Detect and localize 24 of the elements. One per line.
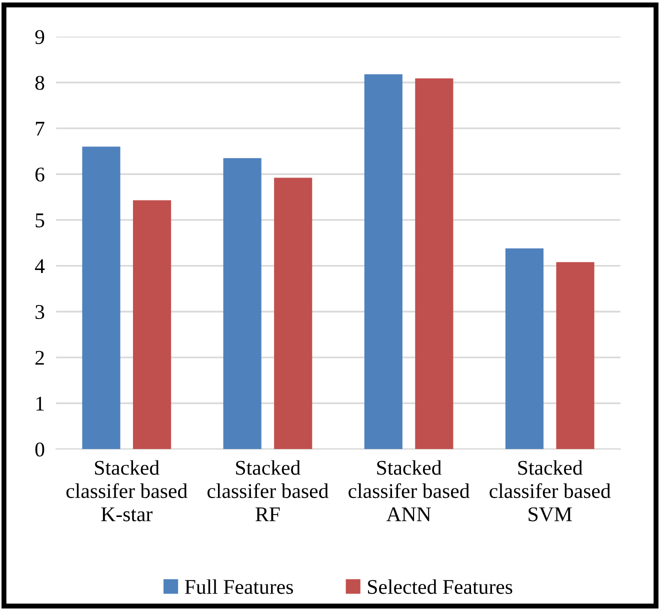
y-tick-label: 7: [36, 122, 44, 136]
x-tick-label: Stacked classifer based ANN: [348, 460, 470, 522]
bar: [364, 74, 402, 450]
x-tick-label: Stacked classifer based K-star: [66, 460, 188, 522]
y-tick-label: 9: [35, 30, 44, 44]
bar: [274, 178, 312, 450]
bar: [132, 200, 172, 450]
y-tick-label: 4: [34, 259, 45, 274]
bar: [223, 158, 262, 450]
bar: [556, 262, 594, 450]
bar: [82, 146, 120, 450]
y-tick-label: 8: [35, 76, 44, 90]
y-tick-label: 6: [35, 168, 44, 182]
bar: [415, 78, 454, 450]
y-tick-label: 2: [35, 350, 44, 365]
bar: [505, 248, 544, 450]
y-tick-label: 3: [36, 305, 44, 320]
y-tick-label: 1: [36, 396, 44, 410]
legend-label: Selected Features: [368, 579, 512, 594]
legend-label: Full Features: [184, 579, 293, 594]
x-tick-label: Stacked classifer based SVM: [490, 460, 611, 522]
y-tick-label: 0: [35, 442, 44, 457]
y-tick-label: 5: [36, 214, 44, 228]
x-tick-label: Stacked classifer based RF: [207, 460, 328, 522]
